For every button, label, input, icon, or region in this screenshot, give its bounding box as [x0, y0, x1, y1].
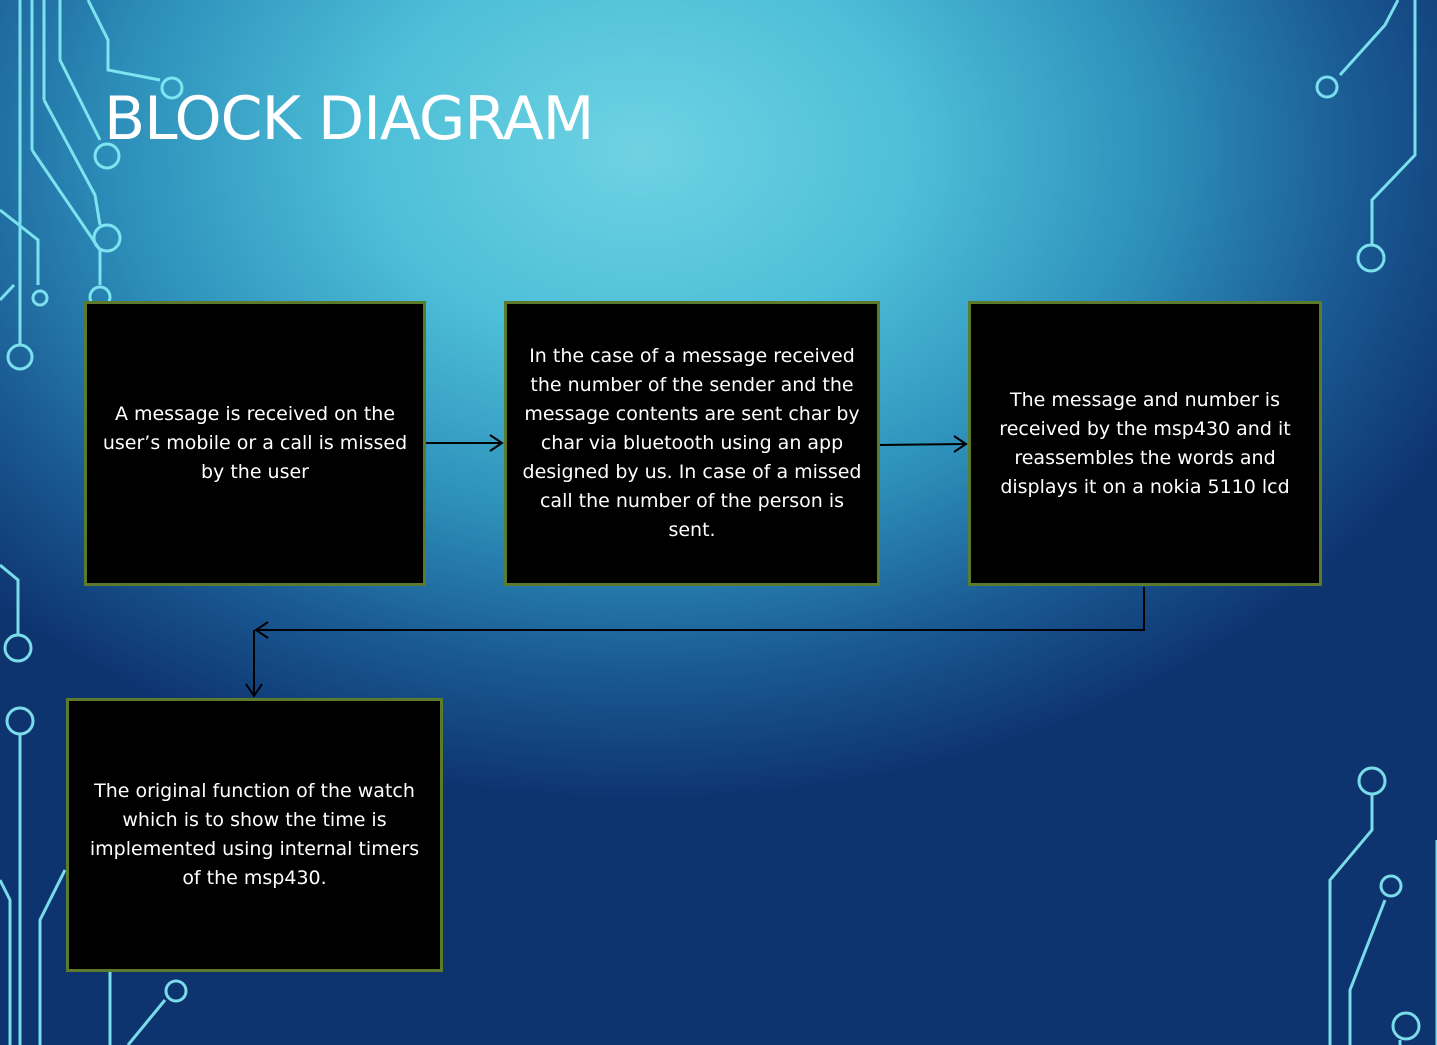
block-msp430-display-text: The message and number is received by th… — [999, 388, 1291, 498]
slide-title: BLOCK DIAGRAM — [104, 84, 594, 154]
block-msp430-display: The message and number is received by th… — [968, 301, 1322, 586]
block-bluetooth-send-text: In the case of a message received the nu… — [522, 345, 862, 541]
block-bluetooth-send: In the case of a message received the nu… — [504, 301, 880, 586]
block-watch-function: The original function of the watch which… — [66, 698, 443, 972]
block-watch-function-text: The original function of the watch which… — [89, 780, 420, 889]
block-message-received: A message is received on the user’s mobi… — [84, 301, 426, 586]
block-message-received-text: A message is received on the user’s mobi… — [102, 403, 408, 483]
